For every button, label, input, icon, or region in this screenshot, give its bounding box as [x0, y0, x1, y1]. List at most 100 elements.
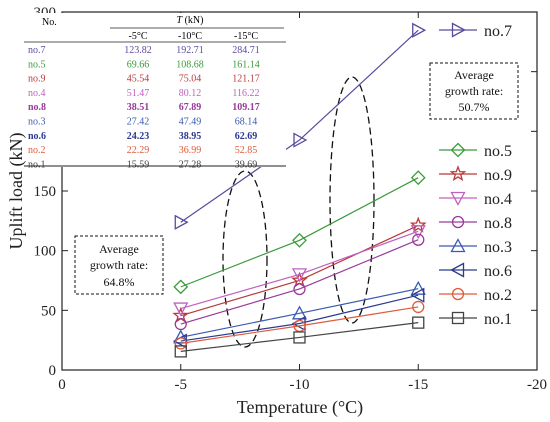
- data-point-no-6: [410, 287, 425, 303]
- x-tick-label: -15: [408, 377, 428, 393]
- data-point-no-3: [410, 280, 426, 295]
- table-cell-value-no-2: 52.85: [235, 145, 258, 156]
- annotation-left: Average growth rate: 64.8%: [74, 235, 164, 295]
- table-cell-name-no-5: no.5: [28, 59, 46, 70]
- table-header-T-unit: (kN): [182, 15, 203, 26]
- data-point-no-3: [291, 305, 308, 320]
- legend-label-no-3: no.3: [484, 239, 512, 256]
- table-cell-value-no-4: 80.12: [179, 88, 202, 99]
- table-cell-value-no-7: 123.82: [124, 45, 152, 56]
- legend-entry-no-3: no.3: [439, 238, 512, 256]
- legend-entry-no-1: no.1: [439, 311, 512, 328]
- series-no-5: [173, 170, 426, 295]
- legend-marker-no-1: [451, 311, 465, 325]
- table-cell-name-no-8: no.8: [28, 102, 46, 113]
- table-cell-name-no-2: no.2: [28, 145, 46, 156]
- y-tick-label: 100: [34, 244, 57, 260]
- x-tick-label: -10: [290, 377, 310, 393]
- table-cell-value-no-4: 116.22: [232, 88, 259, 99]
- table-cell-value-no-3: 27.42: [127, 117, 150, 128]
- y-tick-label: 50: [41, 303, 56, 319]
- table-cell-value-no-4: 51.47: [127, 88, 150, 99]
- table-cell-value-no-6: 24.23: [127, 131, 150, 142]
- series-line-no-7: [180, 29, 419, 223]
- legend-label-no-6: no.6: [484, 263, 512, 280]
- y-axis-label: Uplift load (kN): [6, 133, 27, 250]
- table-cell-value-no-5: 108.68: [176, 59, 204, 70]
- table-cell-name-no-4: no.4: [28, 88, 46, 99]
- annotation-right-line-3: 50.7%: [459, 100, 490, 114]
- legend-marker-no-3: [450, 238, 466, 253]
- legend-entry-no-6: no.6: [439, 262, 512, 280]
- series-no-7: [174, 22, 427, 230]
- annotation-right-line-1: Average: [454, 68, 494, 82]
- annotation-right-box: [429, 62, 519, 120]
- data-point-no-9: [409, 216, 427, 233]
- data-point-no-4: [410, 225, 426, 240]
- series-no-2: [174, 300, 425, 350]
- data-point-no-4: [291, 268, 308, 283]
- table-cell-value-no-9: 45.54: [127, 74, 150, 85]
- data-point-no-1: [293, 331, 306, 344]
- table-header-no: No.: [42, 17, 57, 28]
- legend-label-no-8: no.8: [484, 215, 512, 232]
- series-no-1: [174, 316, 425, 358]
- legend-marker-no-4: [450, 191, 466, 206]
- dashed-ovals: [222, 76, 375, 348]
- table-cell-value-no-6: 62.69: [235, 131, 258, 142]
- data-point-no-5: [292, 232, 307, 248]
- x-axis-label: Temperature (°C): [237, 397, 363, 418]
- data-point-no-3: [173, 329, 189, 344]
- table-cell-value-no-9: 75.04: [179, 74, 202, 85]
- series-line-no-1: [180, 322, 419, 352]
- legend-marker-no-7: [451, 22, 466, 38]
- table-cell-value-no-6: 38.95: [179, 131, 202, 142]
- table-cell-value-no-1: 15.59: [127, 159, 150, 170]
- data-point-no-2: [174, 337, 187, 350]
- table-header-T-symbol: T: [177, 15, 184, 26]
- data-point-no-1: [174, 345, 187, 358]
- table-rows: no.7 123.82 192.71 284.71 no.5 69.66 108.68 161…: [28, 45, 260, 170]
- x-tick-label: -5: [175, 377, 188, 393]
- annotation-left-line-2: growth rate:: [90, 258, 148, 272]
- legend-label-no-9: no.9: [484, 167, 512, 184]
- series-line-no-2: [180, 306, 419, 344]
- table-cell-name-no-7: no.7: [28, 45, 46, 56]
- table-cell-value-no-2: 22.29: [127, 145, 150, 156]
- annotation-left-line-1: Average: [99, 242, 139, 256]
- table-cell-value-no-8: 109.17: [232, 102, 260, 113]
- legend-label-no-4: no.4: [484, 191, 512, 208]
- series-no-4: [173, 225, 426, 317]
- data-point-no-8: [412, 233, 425, 246]
- series-line-no-6: [180, 294, 419, 342]
- table-cell-value-no-7: 192.71: [176, 45, 204, 56]
- dashed-oval-right: [329, 76, 375, 324]
- series-no-3: [173, 280, 426, 344]
- table-cell-value-no-5: 69.66: [127, 59, 150, 70]
- table-cell-name-no-1: no.1: [28, 159, 46, 170]
- series-line-no-5: [180, 177, 419, 288]
- legend-entry-no-2: no.2: [439, 287, 512, 304]
- table-cell-value-no-3: 47.49: [179, 117, 202, 128]
- y-tick-label: 0: [49, 363, 57, 379]
- data-point-no-5: [410, 170, 426, 186]
- table-cell-value-no-7: 284.71: [232, 45, 260, 56]
- series-line-no-8: [180, 239, 419, 325]
- table-cell-value-no-8: 38.51: [127, 102, 150, 113]
- dashed-oval-left: [222, 170, 268, 348]
- series-layer: [172, 22, 427, 358]
- legend-marker-no-5: [450, 142, 466, 158]
- series-line-no-4: [180, 230, 419, 310]
- legend-marker-no-2: [451, 287, 465, 301]
- series-line-no-3: [180, 288, 419, 338]
- table-cell-value-no-1: 39.69: [235, 159, 258, 170]
- annotation-right-line-2: growth rate:: [445, 84, 503, 98]
- legend: no.7 no.5 no.9 no.4 no.8 no.3 no.6 no.2 no.1: [439, 22, 512, 328]
- annotation-left-line-3: 64.8%: [104, 275, 135, 289]
- data-point-no-7: [174, 214, 189, 230]
- table-cell-value-no-5: 161.14: [232, 59, 260, 70]
- data-point-no-5: [173, 279, 189, 295]
- annotation-right: Average growth rate: 50.7%: [429, 62, 519, 120]
- table-cell-value-no-2: 36.99: [179, 145, 202, 156]
- data-point-no-7: [412, 22, 427, 38]
